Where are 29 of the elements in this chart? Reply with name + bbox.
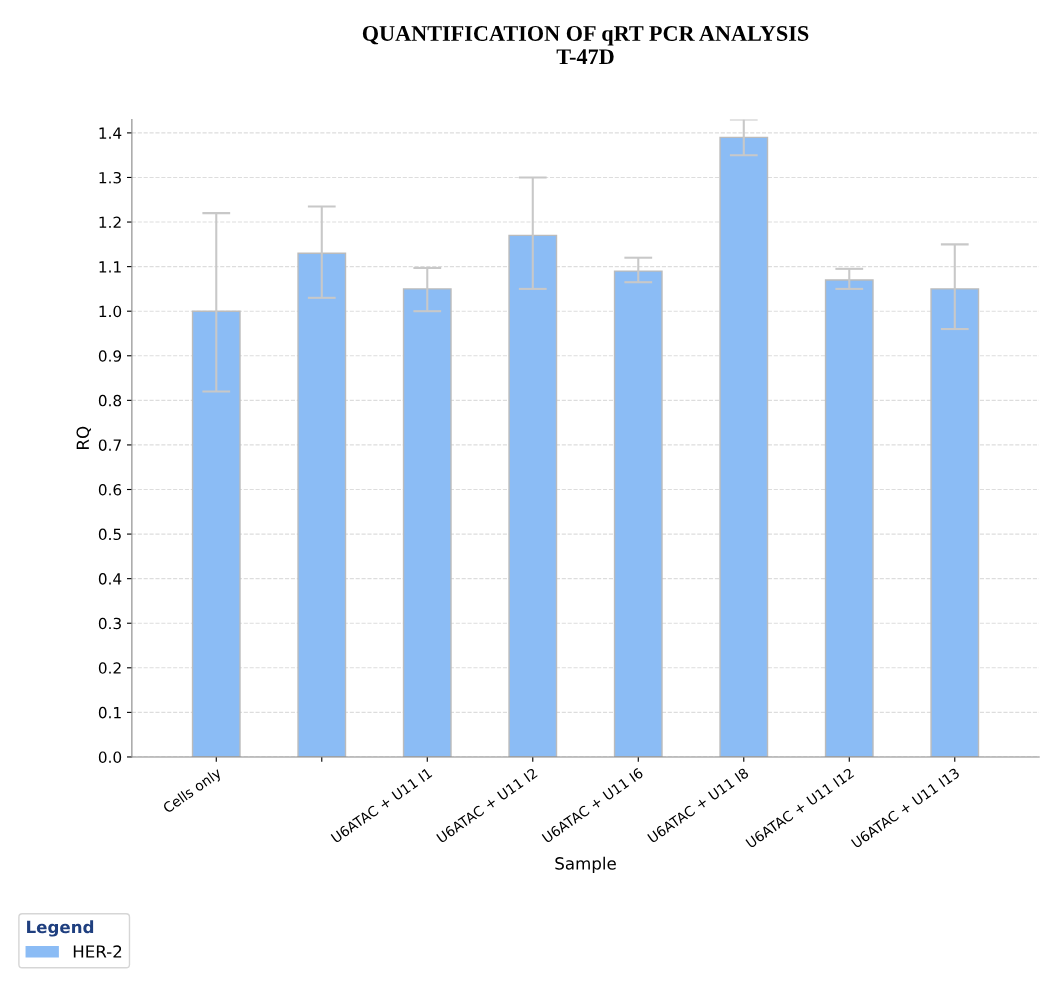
y-tick-label: 1.0 xyxy=(99,305,122,318)
chart-title: QUANTIFICATION OF qRT PCR ANALYSIS T-47D xyxy=(362,26,809,65)
y-tick-label: 1.4 xyxy=(99,127,122,139)
y-tick-label: 0.2 xyxy=(98,662,121,674)
bar xyxy=(930,288,980,757)
y-tick-label: 0.5 xyxy=(98,528,121,541)
y-tick-label: 0.6 xyxy=(98,483,122,496)
legend-label: HER-2 xyxy=(73,945,122,958)
y-tick-label: 0.0 xyxy=(98,751,122,763)
y-tick-label: 1.3 xyxy=(99,171,121,184)
bar xyxy=(719,136,769,757)
bar xyxy=(824,279,874,757)
bar xyxy=(297,252,347,757)
y-axis-title: RQ xyxy=(76,426,91,449)
bar xyxy=(613,270,663,757)
legend-title: Legend xyxy=(27,920,94,937)
x-axis-title: Sample xyxy=(555,856,616,873)
bar xyxy=(508,234,558,757)
bar xyxy=(191,310,241,757)
y-tick-label: 0.9 xyxy=(98,350,122,362)
y-tick-label: 0.3 xyxy=(98,617,121,630)
y-tick-label: 0.1 xyxy=(98,706,121,719)
x-tick-label: Cells only xyxy=(162,766,224,816)
y-tick-label: 0.7 xyxy=(98,439,121,451)
y-tick-label: 1.2 xyxy=(99,216,121,228)
y-tick-label: 1.1 xyxy=(99,261,121,273)
y-tick-label: 0.4 xyxy=(98,573,122,585)
bar xyxy=(402,288,452,757)
y-tick-label: 0.8 xyxy=(98,394,122,407)
